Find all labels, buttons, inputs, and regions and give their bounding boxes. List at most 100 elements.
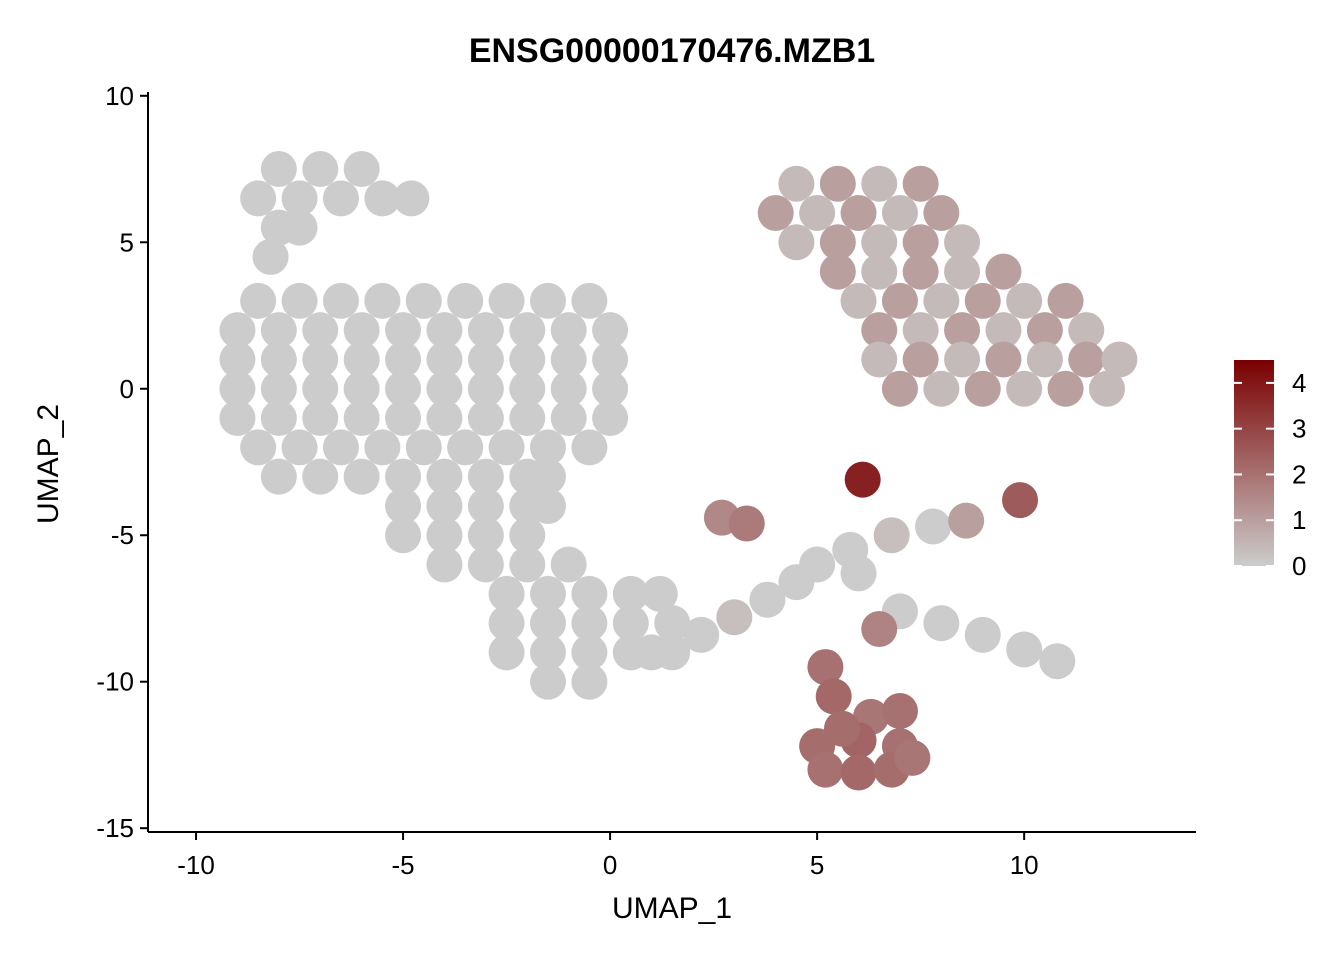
point — [447, 282, 484, 319]
point — [840, 754, 877, 791]
point — [509, 370, 546, 407]
point — [302, 400, 339, 437]
point — [985, 341, 1022, 378]
point — [571, 282, 608, 319]
point — [529, 487, 566, 524]
point — [385, 400, 422, 437]
point — [592, 370, 629, 407]
point — [281, 209, 318, 246]
point — [302, 312, 339, 349]
point — [343, 312, 380, 349]
point — [964, 370, 1001, 407]
point — [799, 194, 836, 231]
point — [550, 546, 587, 583]
point — [1088, 370, 1125, 407]
point — [281, 180, 318, 217]
x-tick-label: 0 — [603, 850, 617, 880]
point — [393, 180, 430, 217]
point — [881, 370, 918, 407]
y-axis-label: UMAP_2 — [32, 404, 65, 524]
point — [1006, 370, 1043, 407]
point — [902, 253, 939, 290]
point — [861, 224, 898, 261]
point — [1047, 282, 1084, 319]
point — [861, 610, 898, 647]
point — [467, 458, 504, 495]
point — [683, 616, 720, 653]
point — [343, 400, 380, 437]
point — [728, 505, 765, 542]
y-tick-label: 5 — [120, 227, 134, 257]
point — [592, 400, 629, 437]
point — [1026, 341, 1063, 378]
x-tick-label: -5 — [392, 850, 415, 880]
point — [219, 370, 256, 407]
point — [467, 312, 504, 349]
point — [778, 165, 815, 202]
point — [385, 458, 422, 495]
point — [592, 312, 629, 349]
point — [467, 517, 504, 554]
point — [612, 575, 649, 612]
point — [964, 616, 1001, 653]
point — [529, 282, 566, 319]
point — [260, 370, 297, 407]
point — [902, 165, 939, 202]
colorbar-tick-label: 1 — [1292, 505, 1306, 535]
point — [944, 253, 981, 290]
point — [819, 224, 856, 261]
point — [509, 546, 546, 583]
point — [641, 575, 678, 612]
point — [881, 194, 918, 231]
point — [385, 312, 422, 349]
point — [654, 605, 691, 642]
point — [467, 341, 504, 378]
colorbar-tick-label: 4 — [1292, 368, 1306, 398]
colorbar-tick-label: 3 — [1292, 414, 1306, 444]
point — [426, 458, 463, 495]
point — [467, 370, 504, 407]
y-tick-label: -10 — [96, 667, 134, 697]
y-tick-label: 10 — [105, 81, 134, 111]
y-tick-label: 0 — [120, 374, 134, 404]
point — [364, 180, 401, 217]
point — [571, 575, 608, 612]
point — [322, 282, 359, 319]
point — [260, 151, 297, 188]
point — [302, 341, 339, 378]
point — [923, 605, 960, 642]
point — [915, 508, 952, 545]
point — [881, 282, 918, 319]
point — [488, 634, 525, 671]
point — [219, 341, 256, 378]
point — [1002, 482, 1039, 519]
point — [819, 165, 856, 202]
point — [923, 194, 960, 231]
point — [757, 194, 794, 231]
point — [509, 312, 546, 349]
point — [322, 429, 359, 466]
point — [778, 224, 815, 261]
point — [426, 341, 463, 378]
point — [260, 312, 297, 349]
point — [985, 312, 1022, 349]
point — [894, 739, 931, 776]
point — [509, 341, 546, 378]
point — [902, 224, 939, 261]
point — [529, 575, 566, 612]
point — [260, 400, 297, 437]
point — [1039, 643, 1076, 680]
point — [550, 341, 587, 378]
point — [840, 555, 877, 592]
point — [364, 429, 401, 466]
x-tick-label: 5 — [810, 850, 824, 880]
point — [529, 458, 566, 495]
point — [902, 312, 939, 349]
point — [749, 581, 786, 618]
point — [923, 370, 960, 407]
point — [807, 751, 844, 788]
point — [819, 253, 856, 290]
point — [815, 678, 852, 715]
point — [985, 253, 1022, 290]
point — [571, 605, 608, 642]
